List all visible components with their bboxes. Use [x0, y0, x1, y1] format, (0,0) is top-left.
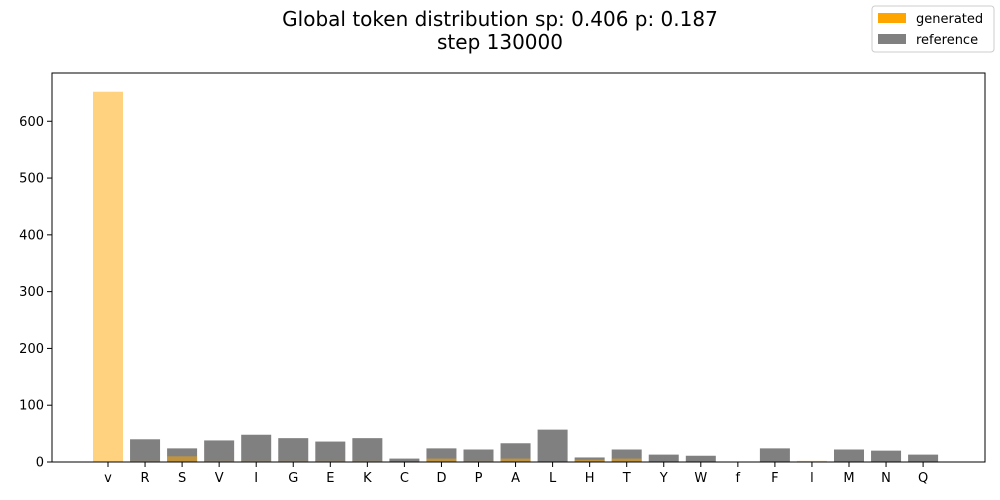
- x-tick-label: v: [104, 471, 112, 486]
- y-tick-label: 600: [19, 115, 44, 130]
- legend-swatch-reference: [878, 34, 906, 44]
- reference-bar-N: [871, 450, 902, 462]
- reference-bar-Y: [648, 454, 679, 462]
- x-tick-label: Q: [918, 471, 928, 486]
- x-tick-label: T: [622, 471, 631, 486]
- y-tick-label: 500: [19, 172, 44, 187]
- x-tick-label: V: [215, 471, 224, 486]
- reference-bar-R: [130, 439, 161, 462]
- y-tick-label: 0: [36, 456, 44, 471]
- generated-bar-l: [796, 460, 827, 462]
- x-tick-label: M: [843, 471, 854, 486]
- reference-bar-Q: [908, 454, 939, 462]
- generated-bar-G: [278, 460, 309, 462]
- generated-bar-H: [574, 459, 605, 462]
- legend-label-reference: reference: [916, 33, 978, 48]
- x-tick-label: K: [363, 471, 372, 486]
- reference-bar-M: [834, 449, 864, 462]
- reference-bar-V: [204, 440, 235, 462]
- reference-bar-K: [352, 438, 383, 462]
- x-tick-label: P: [475, 471, 483, 486]
- y-tick-label: 400: [19, 228, 44, 243]
- generated-bar-R: [130, 460, 161, 462]
- generated-bar-T: [611, 458, 642, 462]
- x-tick-label: R: [141, 471, 150, 486]
- legend-swatch-generated: [878, 13, 906, 23]
- generated-bar-E: [315, 460, 346, 462]
- x-tick-label: F: [771, 471, 778, 486]
- x-tick-label: C: [400, 471, 409, 486]
- x-tick-label: Y: [659, 471, 668, 486]
- x-tick-label: l: [810, 471, 814, 486]
- plot-frame: [51, 72, 986, 463]
- reference-bar-H: [574, 457, 605, 462]
- chart-title-line1: Global token distribution sp: 0.406 p: 0…: [282, 7, 718, 31]
- reference-bar-F: [759, 448, 790, 462]
- x-tick-label: D: [436, 471, 446, 486]
- x-tick-label: H: [585, 471, 595, 486]
- generated-bar-P: [463, 460, 494, 462]
- reference-bar-C: [389, 458, 420, 462]
- x-tick-label: f: [736, 471, 741, 486]
- generated-bar-S: [167, 456, 198, 462]
- generated-bar-A: [500, 458, 531, 462]
- generated-bar-K: [352, 460, 383, 462]
- x-tick-label: L: [549, 471, 557, 486]
- generated-bar-D: [426, 458, 457, 462]
- generated-bar-V: [204, 460, 235, 462]
- y-tick-label: 300: [19, 285, 44, 300]
- y-tick-label: 200: [19, 342, 44, 357]
- plot-area: [52, 73, 985, 462]
- reference-bar-W: [685, 455, 716, 462]
- x-tick-label: G: [288, 471, 298, 486]
- reference-bar-L: [537, 429, 568, 462]
- x-tick-label: E: [326, 471, 334, 486]
- y-tick-label: 100: [19, 399, 44, 414]
- y-axis: 0 100 200 300 400 500 600: [19, 115, 52, 471]
- reference-bar-I: [241, 434, 272, 462]
- x-tick-label: A: [511, 471, 520, 486]
- reference-bar-G: [278, 438, 309, 462]
- x-tick-label: N: [881, 471, 891, 486]
- reference-bar-P: [463, 449, 494, 462]
- chart-title-line2: step 130000: [437, 30, 563, 54]
- legend-label-generated: generated: [916, 12, 983, 27]
- reference-bar-A: [500, 443, 531, 462]
- legend: generated reference: [871, 5, 995, 53]
- reference-bar-E: [315, 441, 346, 462]
- generated-bar-v: [93, 91, 123, 463]
- x-tick-label: W: [694, 471, 707, 486]
- x-tick-label: S: [178, 471, 186, 486]
- generated-bar-I: [241, 460, 272, 462]
- x-tick-label: I: [254, 471, 258, 486]
